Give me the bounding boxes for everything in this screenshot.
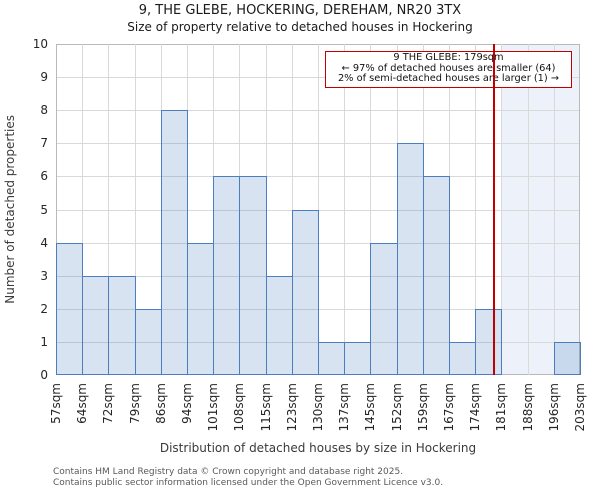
histogram-bar — [187, 243, 214, 375]
gridline-vertical — [501, 44, 502, 375]
larger-sizes-shaded-region — [501, 44, 580, 375]
x-tick-label: 181sqm — [494, 383, 509, 432]
histogram-bar — [397, 143, 424, 375]
y-tick-label: 5 — [40, 202, 48, 217]
x-tick-label: 152sqm — [389, 383, 404, 432]
x-tick-label: 167sqm — [442, 383, 456, 432]
x-tick-label: 145sqm — [363, 383, 378, 432]
gridline-vertical — [528, 44, 529, 375]
annotation-larger-stat: 2% of semi-detached houses are larger (1… — [337, 73, 560, 84]
x-tick-label: 137sqm — [337, 383, 352, 432]
histogram-bar — [161, 110, 188, 375]
x-tick-label: 94sqm — [180, 383, 194, 424]
gridline-vertical — [318, 44, 319, 375]
y-axis-title-text: Number of detached properties — [3, 115, 17, 304]
x-tick-label: 72sqm — [101, 383, 116, 424]
histogram-bar — [213, 176, 240, 375]
x-tick-label: 159sqm — [415, 383, 430, 432]
footer-attribution-line-2: Contains public sector information licen… — [53, 478, 444, 488]
gridline-vertical — [108, 44, 109, 375]
gridline-vertical — [370, 44, 371, 375]
gridline-vertical — [554, 44, 555, 375]
histogram-bar — [108, 276, 136, 375]
x-tick-label: 115sqm — [258, 383, 273, 432]
x-tick-label: 130sqm — [311, 383, 325, 432]
annotation-smaller-stat: ← 97% of detached houses are smaller (64… — [341, 62, 556, 74]
histogram-bar — [82, 276, 109, 375]
histogram-bar — [239, 176, 267, 375]
x-tick-label: 64sqm — [75, 383, 90, 424]
plot-area — [56, 44, 581, 375]
y-tick-label: 3 — [40, 268, 48, 283]
histogram-bar — [370, 243, 398, 375]
x-tick-label: 203sqm — [573, 383, 587, 432]
histogram-bar — [266, 276, 293, 375]
y-tick-label: 7 — [40, 136, 48, 151]
y-tick-label: 1 — [40, 334, 48, 349]
y-tick-label: 0 — [40, 368, 48, 382]
x-tick-label: 108sqm — [232, 383, 247, 432]
histogram-bar — [423, 176, 450, 375]
x-axis-title: Distribution of detached houses by size … — [159, 441, 477, 455]
gridline-vertical — [135, 44, 136, 375]
x-tick-label: 57sqm — [49, 383, 63, 424]
histogram-bar — [554, 342, 581, 375]
x-tick-label: 188sqm — [520, 383, 535, 432]
y-tick-label: 4 — [40, 235, 48, 250]
histogram-bar — [449, 342, 476, 375]
property-annotation-box: 9 THE GLEBE: 179sqm ← 97% of detached ho… — [325, 51, 572, 88]
histogram-bar — [318, 342, 345, 375]
y-tick-label: 10 — [32, 37, 48, 51]
x-tick-label: 174sqm — [468, 383, 483, 432]
gridline-vertical — [344, 44, 345, 375]
y-tick-label: 2 — [40, 301, 48, 316]
histogram-bar — [135, 309, 162, 375]
property-size-marker-line — [493, 44, 495, 375]
histogram-bar — [292, 210, 319, 375]
x-tick-label: 101sqm — [206, 383, 221, 432]
gridline-vertical — [292, 44, 293, 375]
annotation-property-label: 9 THE GLEBE: 179sqm — [393, 52, 504, 63]
chart-subtitle: Size of property relative to detached ho… — [127, 20, 473, 34]
x-tick-label: 123sqm — [284, 383, 299, 432]
y-tick-label: 9 — [40, 70, 48, 85]
y-tick-label: 6 — [40, 169, 48, 184]
gridline-vertical — [82, 44, 83, 375]
x-tick-label: 86sqm — [153, 383, 168, 424]
chart-title: 9, THE GLEBE, HOCKERING, DEREHAM, NR20 3… — [138, 3, 462, 18]
histogram-bar — [475, 309, 502, 375]
x-tick-label: 79sqm — [127, 383, 142, 424]
y-tick-label: 8 — [40, 103, 48, 118]
histogram-bar — [344, 342, 371, 375]
x-tick-label: 196sqm — [546, 383, 561, 432]
footer-attribution-line-1: Contains HM Land Registry data © Crown c… — [53, 467, 404, 477]
gridline-vertical — [56, 44, 57, 375]
histogram-bar — [56, 243, 83, 375]
gridline-vertical — [579, 44, 580, 375]
gridline-vertical — [475, 44, 476, 375]
